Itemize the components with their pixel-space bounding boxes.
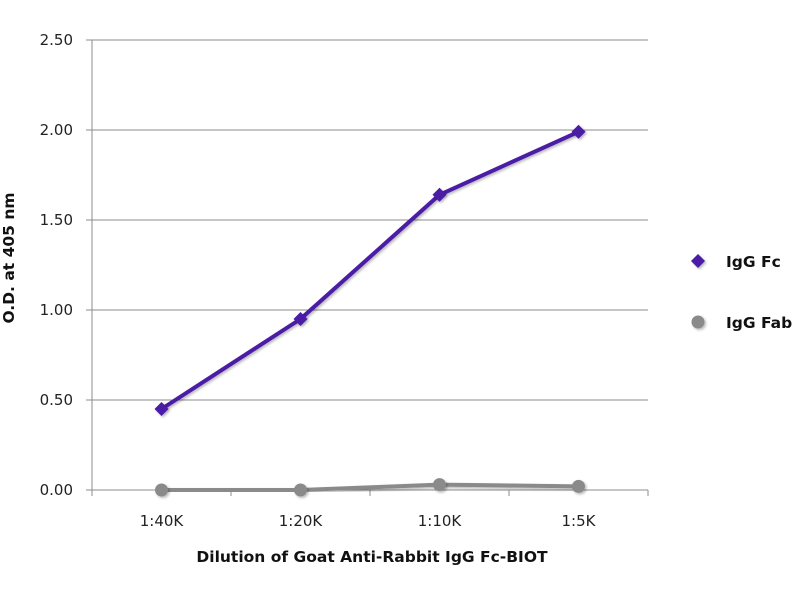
series-line <box>159 482 581 492</box>
legend-marker <box>691 315 705 329</box>
y-tick-label: 0.50 <box>40 391 73 409</box>
legend-label: IgG Fab <box>726 314 792 332</box>
legend: IgG Fc IgG Fab <box>677 253 792 332</box>
gridlines <box>92 39 648 401</box>
x-tick-label: 1:20K <box>279 512 324 530</box>
data-point <box>155 483 168 497</box>
series-line <box>159 129 581 411</box>
legend-item: IgG Fab <box>677 314 792 332</box>
data-point <box>294 483 307 497</box>
y-tick-label: 2.00 <box>40 121 73 139</box>
y-tick-labels: 0.00 0.50 1.00 1.50 2.00 2.50 <box>40 31 73 499</box>
data-point <box>433 478 446 492</box>
y-tick-label: 1.00 <box>40 301 73 319</box>
y-axis-title: O.D. at 405 nm <box>0 192 18 323</box>
x-tick-label: 1:10K <box>418 512 463 530</box>
series-0 <box>154 124 586 416</box>
data-point <box>432 187 447 202</box>
data-point <box>571 124 586 139</box>
data-point <box>572 479 585 493</box>
series-1 <box>155 478 585 497</box>
series <box>154 124 586 497</box>
x-tick-label: 1:40K <box>140 512 185 530</box>
legend-item: IgG Fc <box>677 253 781 271</box>
axes <box>86 39 649 496</box>
data-point <box>293 312 308 326</box>
y-tick-label: 1.50 <box>40 211 73 229</box>
x-tick-label: 1:5K <box>562 512 597 530</box>
legend-label: IgG Fc <box>726 253 781 271</box>
y-tick-label: 2.50 <box>40 31 73 49</box>
legend-marker <box>691 254 705 268</box>
x-tick-labels: 1:40K 1:20K 1:10K 1:5K <box>140 512 597 530</box>
x-axis-title: Dilution of Goat Anti-Rabbit IgG Fc-BIOT <box>196 548 548 566</box>
y-tick-label: 0.00 <box>40 481 73 499</box>
data-point <box>154 402 169 416</box>
